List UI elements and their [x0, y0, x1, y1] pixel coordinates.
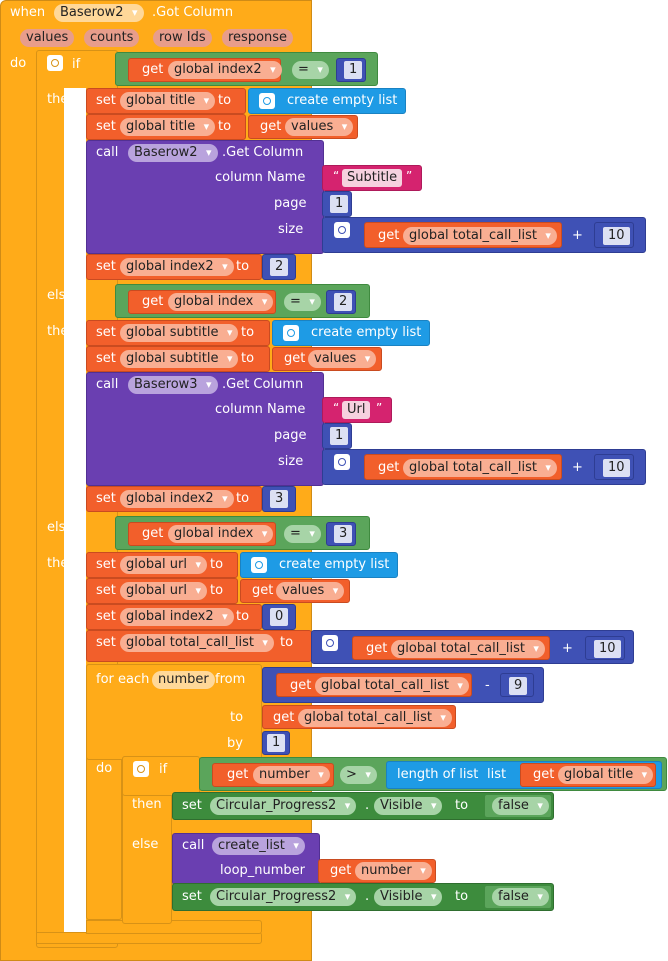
list-mutator-icon[interactable] [259, 93, 275, 109]
then-label-2: then [47, 324, 77, 339]
then-label-3: then [47, 556, 77, 571]
call-get-column-block-2[interactable] [86, 372, 324, 486]
if-mutator-icon[interactable] [47, 55, 63, 71]
param-counts[interactable]: counts [84, 29, 140, 47]
param-response[interactable]: response [222, 29, 294, 47]
if-label: if [72, 57, 81, 72]
else-if-label-1: else if [47, 288, 86, 303]
event-component-dropdown[interactable]: Baserow2 [54, 4, 144, 22]
var-dropdown[interactable]: global index2 [168, 61, 282, 79]
do-label: do [10, 56, 27, 71]
loop-var-number[interactable]: number [152, 671, 215, 689]
param-row-ids[interactable]: row Ids [153, 29, 212, 47]
when-label: when [10, 5, 46, 20]
event-name-label: .Got Column [152, 5, 234, 20]
else-if-label-2: else if [47, 520, 86, 535]
then-label-1: then [47, 92, 77, 107]
param-values[interactable]: values [20, 29, 75, 47]
op-dropdown[interactable]: = [292, 61, 329, 79]
